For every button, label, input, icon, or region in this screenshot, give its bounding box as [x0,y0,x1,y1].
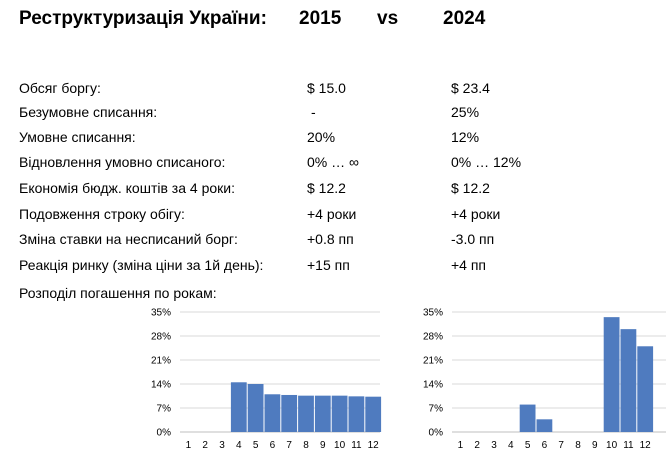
x-tick-label: 10 [606,440,618,451]
value-2015: $ 15.0 [307,80,346,96]
x-tick-label: 7 [286,440,292,451]
x-tick-label: 3 [491,440,497,451]
value-2015: 20% [307,129,336,145]
y-tick-label: 28% [151,332,171,343]
y-tick-label: 0% [157,428,172,439]
row-label: Подовження строку обігу: [19,206,185,222]
bar [331,395,348,432]
bar [365,396,382,432]
y-tick-label: 28% [423,332,443,343]
value-2015: +4 роки [307,206,357,222]
value-2015: $ 12.2 [307,180,346,196]
x-tick-label: 8 [303,440,309,451]
year-2015-header: 2015 [299,8,342,29]
value-2024: -3.0 пп [451,231,495,247]
y-tick-label: 35% [423,308,443,319]
value-2024: $ 12.2 [451,180,490,196]
bar [264,394,281,432]
row-label: Економія бюдж. коштів за 4 роки: [19,180,235,196]
x-tick-label: 11 [351,440,362,451]
x-tick-label: 12 [368,440,380,451]
value-2015: +0.8 пп [307,231,354,247]
table-row: Реакція ринку (зміна ціни за 1й день): +… [0,253,666,277]
bar [247,384,264,432]
bar [281,394,298,432]
bar [348,396,365,432]
row-label: Реакція ринку (зміна ціни за 1й день): [19,257,264,273]
bar [603,317,620,432]
bar [298,395,314,432]
value-2015: 0% … ∞ [307,154,359,170]
value-2015: - [311,104,316,120]
table-row: Зміна ставки на несписаний борг: +0.8 пп… [0,227,666,251]
value-2024: +4 пп [451,257,487,273]
x-tick-label: 3 [219,440,225,451]
y-tick-label: 35% [151,308,171,319]
value-2024: 25% [451,104,480,120]
x-tick-label: 2 [202,440,208,451]
repayment-chart-2024: 0%7%14%21%28%35%1 2 3 4 5 6 7 8 9 10 11 12 [423,308,666,451]
x-tick-label: 4 [236,440,242,451]
year-2024-header: 2024 [443,8,486,29]
bar [637,346,654,432]
bar [620,329,637,432]
repayment-chart-2015: 0%7%14%21%28%35%1 2 3 4 5 6 7 8 9 10 11 12 [151,308,382,451]
x-tick-label: 6 [270,440,276,451]
y-tick-label: 14% [151,380,171,391]
x-tick-label: 9 [320,440,326,451]
row-label: Зміна ставки на несписаний борг: [19,231,238,247]
value-2024: +4 роки [451,206,501,222]
page-title: Реструктуризація України: [19,8,267,29]
x-tick-label: 4 [508,440,514,451]
value-2024: $ 23.4 [451,80,490,96]
row-label: Обсяг боргу: [19,80,101,96]
bar [519,404,536,432]
bar [314,395,331,432]
table-row: Економія бюдж. коштів за 4 роки: $ 12.2 … [0,176,666,200]
table-row: Умовне списання: 20% 12% [0,125,666,149]
row-label: Безумовне списання: [19,104,158,120]
y-tick-label: 14% [423,380,443,391]
x-tick-label: 1 [458,440,464,451]
x-tick-label: 6 [542,440,548,451]
x-tick-label: 9 [592,440,598,451]
bar [230,382,247,432]
value-2024: 0% … 12% [451,154,522,170]
y-tick-label: 7% [429,404,444,415]
table-row: Відновлення умовно списаного: 0% … ∞ 0% … [0,150,666,174]
distribution-label: Розподіл погашення по рокам: [19,285,217,301]
row-label: Умовне списання: [19,129,136,145]
x-tick-label: 7 [558,440,564,451]
x-tick-label: 1 [186,440,192,451]
x-tick-label: 2 [474,440,480,451]
x-tick-label: 12 [640,440,652,451]
y-tick-label: 7% [157,404,172,415]
row-label: Відновлення умовно списаного: [19,154,226,170]
x-tick-label: 8 [575,440,581,451]
y-tick-label: 21% [423,356,443,367]
x-tick-label: 5 [525,440,531,451]
bar [536,419,553,432]
table-row: Подовження строку обігу: +4 роки +4 роки [0,202,666,226]
vs-label: vs [377,8,399,29]
value-2015: +15 пп [307,257,350,273]
x-tick-label: 11 [623,440,634,451]
y-tick-label: 0% [429,428,444,439]
table-row: Обсяг боргу: $ 15.0 $ 23.4 [0,76,666,100]
y-tick-label: 21% [151,356,171,367]
value-2024: 12% [451,129,480,145]
x-tick-label: 5 [253,440,259,451]
table-row: Безумовне списання: - 25% [0,100,666,124]
x-tick-label: 10 [334,440,346,451]
